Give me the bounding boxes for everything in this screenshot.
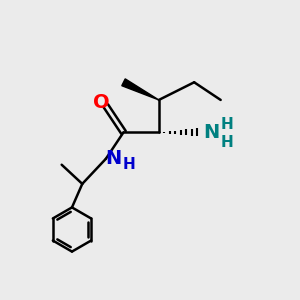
Text: N: N: [105, 149, 121, 168]
Text: N: N: [204, 123, 220, 142]
Text: H: H: [123, 157, 136, 172]
Text: H: H: [220, 118, 233, 133]
Polygon shape: [122, 79, 159, 100]
Text: O: O: [93, 93, 110, 112]
Text: H: H: [220, 135, 233, 150]
